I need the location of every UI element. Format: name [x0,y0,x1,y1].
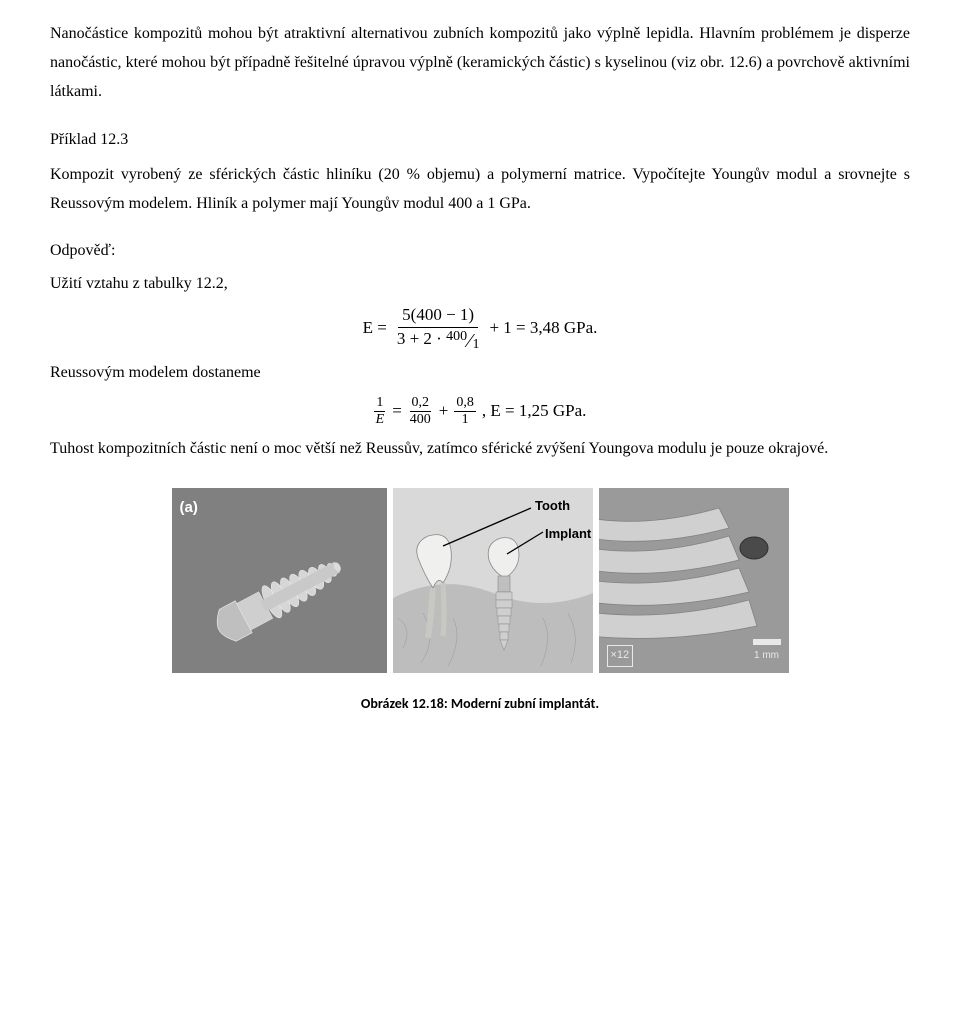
f2-lhs-num: 1 [374,396,385,412]
f2-lhs-den: E [374,412,387,427]
f2-rhs: , E = 1,25 GPa. [482,396,587,427]
answer-intro: Užití vztahu z tabulky 12.2, [50,270,910,299]
f2-plus: + [439,396,449,427]
f2-t1-den: 400 [408,412,433,427]
callout-tooth-text: Tooth [535,498,570,513]
f2-t2-den: 1 [460,412,471,427]
formula-1: E = 5(400 − 1) 3 + 2 · 400 ⁄ 1 + 1 = 3,4… [50,306,910,351]
magnification-label: ×12 [607,645,638,667]
figure-panel-a: (a) [172,488,387,673]
figure-panel-b: Tooth Implant [393,488,593,673]
f1-lhs: E = [363,313,387,344]
f2-t2-num: 0,8 [454,396,476,412]
formula-2: 1 E = 0,2 400 + 0,8 1 , E = 1,25 GPa. [50,396,910,427]
scale-label: 1 mm [754,647,779,665]
conclusion-paragraph: Tuhost kompozitních částic není o moc vě… [50,435,910,464]
f2-t1-num: 0,2 [410,396,432,412]
implant-screw-illustration [172,488,387,673]
figure-panel-c: ×12 1 mm [599,488,789,673]
answer-label: Odpověď: [50,237,910,266]
f1-den-frac-num: 400 [446,330,467,344]
callout-implant-text: Implant [545,526,592,541]
tooth-implant-diagram: Tooth Implant [393,488,593,673]
figure-row: (a) [50,488,910,673]
f2-eq: = [392,396,402,427]
f1-rhs: + 1 = 3,48 GPa. [489,313,597,344]
mag-value: ×12 [607,645,634,667]
example-text: Kompozit vyrobený ze sférických částic h… [50,161,910,219]
reuss-intro: Reussovým modelem dostaneme [50,359,910,388]
f1-den-frac-den: 1 [472,338,479,352]
panel-a-label: (a) [180,494,198,521]
f1-num: 5(400 − 1) [398,306,478,328]
figure-caption: Obrázek 12.18: Moderní zubní implantát. [50,691,910,716]
f1-den-left: 3 + 2 · [397,329,442,348]
intro-paragraph: Nanočástice kompozitů mohou být atraktiv… [50,20,910,106]
example-label: Příklad 12.3 [50,126,910,155]
scale-bar: 1 mm [753,639,781,665]
